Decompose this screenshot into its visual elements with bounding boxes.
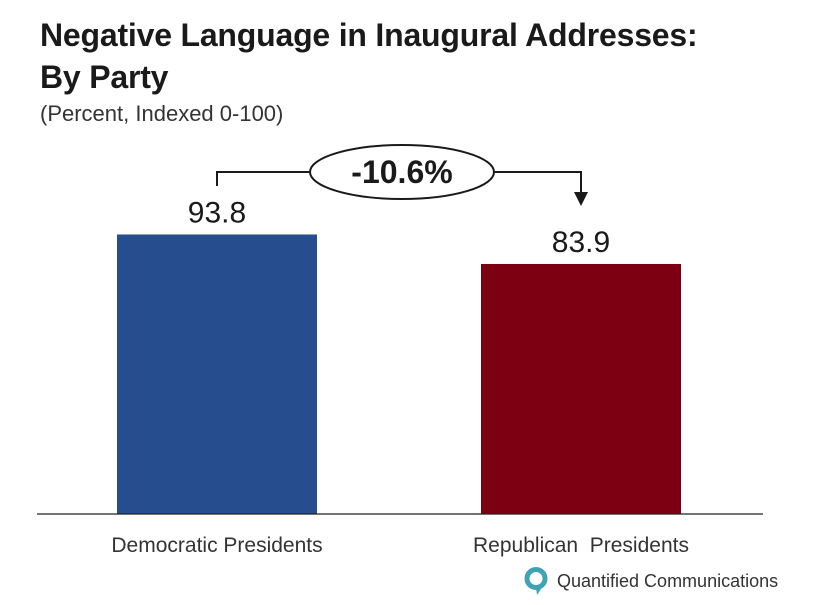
bar-republican — [481, 263, 681, 514]
category-labels-group: Democratic Presidents Republican Presiden… — [111, 534, 689, 557]
brand-name: Quantified Communications — [557, 570, 779, 591]
difference-bubble — [309, 144, 495, 200]
bracket-left-connector — [216, 171, 310, 186]
category-label: Democratic Presidents — [111, 534, 322, 557]
value-label: 93.8 — [188, 196, 246, 229]
difference-annotation: -10.6% — [216, 144, 588, 206]
chart-title: Negative Language in Inaugural Addresses… — [40, 14, 698, 98]
q-logo-icon — [524, 567, 548, 595]
bracket-right-connector — [494, 171, 582, 194]
chart-title-line-2: By Party — [40, 59, 169, 95]
chart-title-line-1: Negative Language in Inaugural Addresses… — [40, 17, 698, 53]
bar-democratic — [117, 234, 317, 514]
brand-footer: Quantified Communications — [523, 566, 778, 596]
arrow-down-icon — [574, 191, 588, 206]
value-label: 83.9 — [552, 226, 610, 259]
value-labels-group: 93.8 83.9 — [188, 196, 610, 259]
difference-label: -10.6% — [351, 154, 452, 190]
category-label: Republican Presidents — [473, 534, 689, 557]
bars-group — [117, 234, 681, 514]
chart-subtitle: (Percent, Indexed 0-100) — [40, 101, 284, 126]
